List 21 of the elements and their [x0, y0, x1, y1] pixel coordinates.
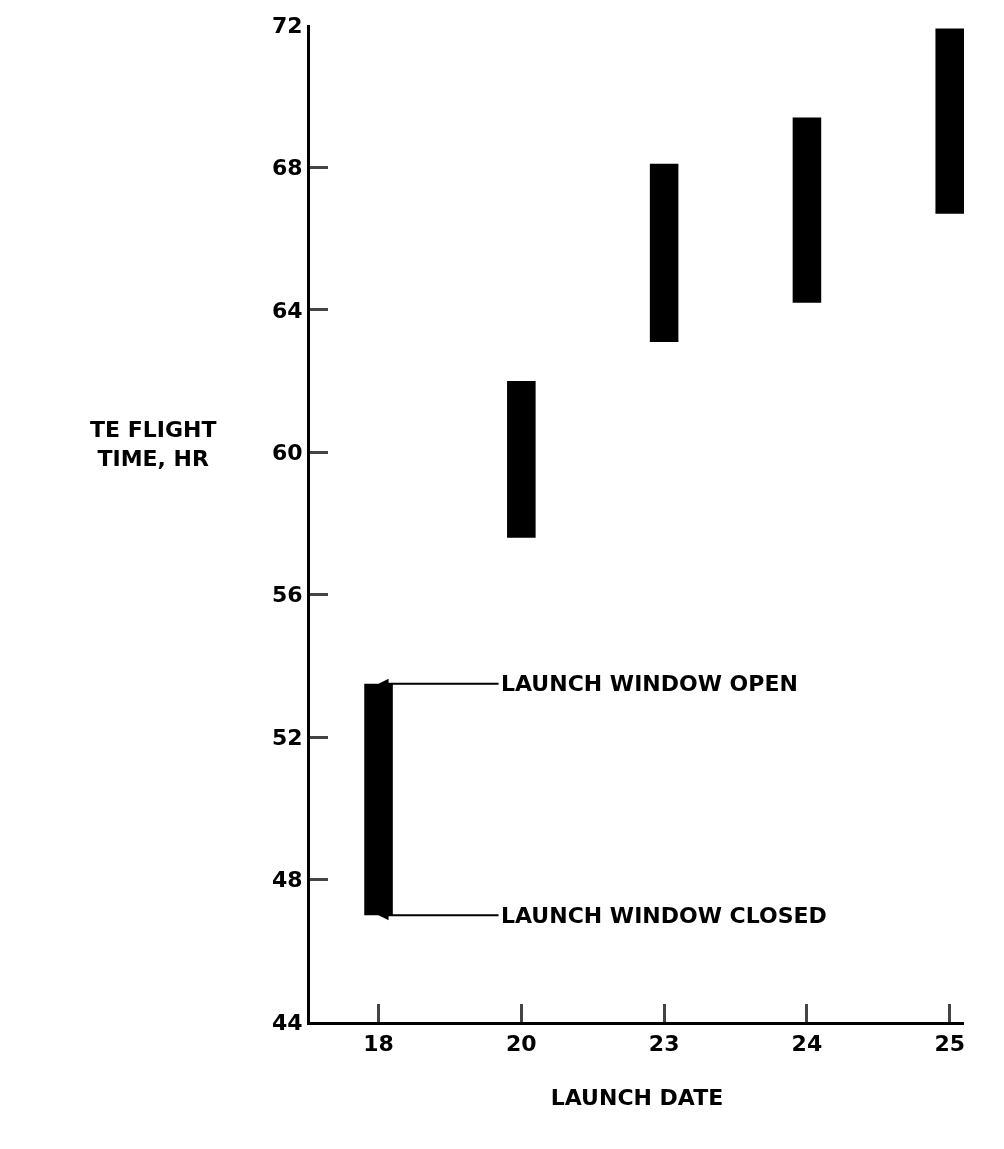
x-tick-label: 20	[506, 1031, 537, 1057]
y-tick-label: 52	[271, 724, 303, 750]
x-axis-title: LAUNCH DATE	[550, 1085, 724, 1111]
x-tick-label: 24	[791, 1031, 823, 1057]
bar	[649, 163, 679, 342]
x-tick-label: 18	[363, 1031, 394, 1057]
x-tick-label: 23	[648, 1031, 680, 1057]
y-tick-label: 44	[271, 1009, 303, 1035]
annotation: LAUNCH WINDOW OPEN	[501, 671, 798, 696]
bar	[792, 117, 822, 303]
y-tick-label: 48	[271, 867, 303, 893]
y-tick-label: 64	[271, 297, 303, 323]
x-tick-label: 25	[934, 1031, 966, 1057]
y-tick-label: 60	[271, 439, 303, 465]
y-tick-label: 56	[271, 582, 303, 608]
bar	[935, 28, 964, 214]
y-axis-title: TE FLIGHT TIME, HR	[90, 417, 217, 471]
bar	[507, 381, 536, 538]
annotation: LAUNCH WINDOW CLOSED	[501, 903, 827, 928]
y-tick-label: 68	[271, 155, 303, 181]
y-tick-label: 72	[271, 12, 303, 38]
